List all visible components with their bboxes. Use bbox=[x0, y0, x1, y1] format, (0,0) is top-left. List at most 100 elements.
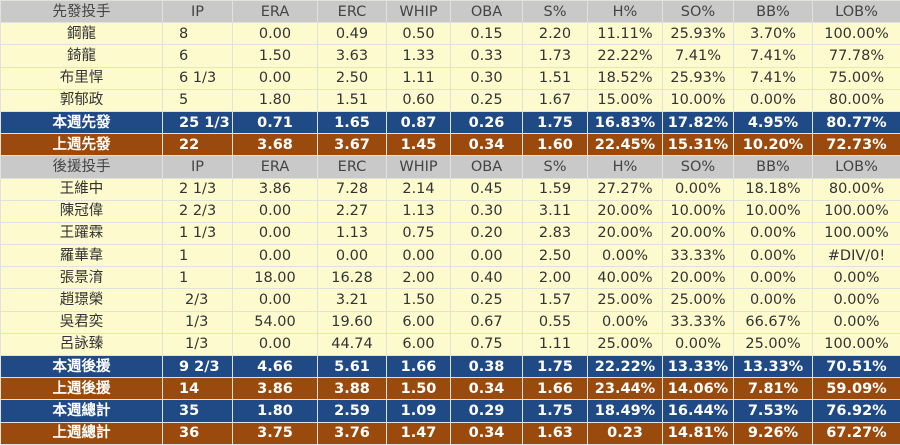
cell-whip: 0.00 bbox=[387, 245, 451, 267]
column-header-ip: IP bbox=[163, 1, 233, 23]
cell-s-pct: 1.73 bbox=[523, 45, 588, 67]
cell-bb-pct: 9.26% bbox=[734, 422, 813, 444]
cell-s-pct: 1.11 bbox=[523, 333, 588, 355]
cell-erc: 7.28 bbox=[318, 178, 387, 200]
column-header-ip: IP bbox=[163, 156, 233, 178]
cell-ip: 25 1/3 bbox=[163, 111, 233, 133]
cell-ip: 22 bbox=[163, 134, 233, 156]
column-header-whip: WHIP bbox=[387, 156, 451, 178]
cell-bb-pct: 18.18% bbox=[734, 178, 813, 200]
cell-erc: 2.50 bbox=[318, 67, 387, 89]
cell-oba: 0.25 bbox=[451, 289, 523, 311]
cell-s-pct: 1.66 bbox=[523, 378, 588, 400]
cell-whip: 0.75 bbox=[387, 222, 451, 244]
cell-ip: 2 1/3 bbox=[163, 178, 233, 200]
cell-lob-pct: 75.00% bbox=[813, 67, 900, 89]
cell-name: 上週總計 bbox=[1, 422, 163, 444]
cell-erc: 19.60 bbox=[318, 311, 387, 333]
cell-whip: 0.87 bbox=[387, 111, 451, 133]
cell-ip: 14 bbox=[163, 378, 233, 400]
cell-era: 0.00 bbox=[233, 200, 318, 222]
cell-oba: 0.20 bbox=[451, 222, 523, 244]
cell-lob-pct: 80.00% bbox=[813, 89, 900, 111]
cell-ip: 1 bbox=[163, 245, 233, 267]
cell-s-pct: 0.55 bbox=[523, 311, 588, 333]
cell-ip: 9 2/3 bbox=[163, 356, 233, 378]
cell-so-pct: 25.00% bbox=[663, 289, 734, 311]
cell-h-pct: 18.52% bbox=[588, 67, 663, 89]
cell-so-pct: 7.41% bbox=[663, 45, 734, 67]
cell-ip: 1/3 bbox=[163, 311, 233, 333]
cell-era: 1.80 bbox=[233, 400, 318, 422]
cell-era: 0.00 bbox=[233, 333, 318, 355]
cell-bb-pct: 4.95% bbox=[734, 111, 813, 133]
column-header-erc: ERC bbox=[318, 156, 387, 178]
cell-so-pct: 33.33% bbox=[663, 245, 734, 267]
cell-erc: 0.49 bbox=[318, 23, 387, 45]
cell-era: 0.71 bbox=[233, 111, 318, 133]
cell-name: 張景淯 bbox=[1, 267, 163, 289]
cell-h-pct: 27.27% bbox=[588, 178, 663, 200]
cell-name: 鋼龍 bbox=[1, 23, 163, 45]
cell-h-pct: 0.00% bbox=[588, 311, 663, 333]
cell-so-pct: 10.00% bbox=[663, 200, 734, 222]
column-header-whip: WHIP bbox=[387, 1, 451, 23]
cell-h-pct: 18.49% bbox=[588, 400, 663, 422]
cell-h-pct: 25.00% bbox=[588, 289, 663, 311]
cell-era: 0.00 bbox=[233, 245, 318, 267]
cell-lob-pct: 59.09% bbox=[813, 378, 900, 400]
cell-whip: 6.00 bbox=[387, 311, 451, 333]
cell-lob-pct: 100.00% bbox=[813, 23, 900, 45]
cell-erc: 0.00 bbox=[318, 245, 387, 267]
column-header-era: ERA bbox=[233, 156, 318, 178]
cell-so-pct: 15.31% bbox=[663, 134, 734, 156]
cell-oba: 0.45 bbox=[451, 178, 523, 200]
cell-era: 3.75 bbox=[233, 422, 318, 444]
cell-era: 0.00 bbox=[233, 23, 318, 45]
cell-oba: 0.33 bbox=[451, 45, 523, 67]
cell-so-pct: 33.33% bbox=[663, 311, 734, 333]
cell-oba: 0.67 bbox=[451, 311, 523, 333]
cell-oba: 0.26 bbox=[451, 111, 523, 133]
cell-s-pct: 2.50 bbox=[523, 245, 588, 267]
cell-h-pct: 22.45% bbox=[588, 134, 663, 156]
cell-erc: 2.27 bbox=[318, 200, 387, 222]
cell-h-pct: 11.11% bbox=[588, 23, 663, 45]
cell-ip: 1 bbox=[163, 267, 233, 289]
cell-oba: 0.25 bbox=[451, 89, 523, 111]
cell-erc: 1.65 bbox=[318, 111, 387, 133]
cell-whip: 0.60 bbox=[387, 89, 451, 111]
cell-bb-pct: 0.00% bbox=[734, 289, 813, 311]
cell-era: 3.86 bbox=[233, 178, 318, 200]
cell-era: 18.00 bbox=[233, 267, 318, 289]
cell-name: 本週先發 bbox=[1, 111, 163, 133]
cell-ip: 35 bbox=[163, 400, 233, 422]
cell-bb-pct: 7.41% bbox=[734, 45, 813, 67]
column-header-lob-pct: LOB% bbox=[813, 1, 900, 23]
cell-lob-pct: 76.92% bbox=[813, 400, 900, 422]
cell-whip: 2.00 bbox=[387, 267, 451, 289]
cell-name: 王躍霖 bbox=[1, 222, 163, 244]
cell-whip: 1.09 bbox=[387, 400, 451, 422]
cell-so-pct: 14.81% bbox=[663, 422, 734, 444]
cell-name: 王維中 bbox=[1, 178, 163, 200]
cell-erc: 3.67 bbox=[318, 134, 387, 156]
cell-lob-pct: 77.78% bbox=[813, 45, 900, 67]
cell-erc: 1.51 bbox=[318, 89, 387, 111]
column-header-name: 後援投手 bbox=[1, 156, 163, 178]
cell-name: 郭郁政 bbox=[1, 89, 163, 111]
cell-lob-pct: 0.00% bbox=[813, 311, 900, 333]
cell-name: 吳君奕 bbox=[1, 311, 163, 333]
cell-whip: 6.00 bbox=[387, 333, 451, 355]
cell-name: 本週後援 bbox=[1, 356, 163, 378]
cell-era: 54.00 bbox=[233, 311, 318, 333]
cell-whip: 1.66 bbox=[387, 356, 451, 378]
cell-ip: 5 bbox=[163, 89, 233, 111]
